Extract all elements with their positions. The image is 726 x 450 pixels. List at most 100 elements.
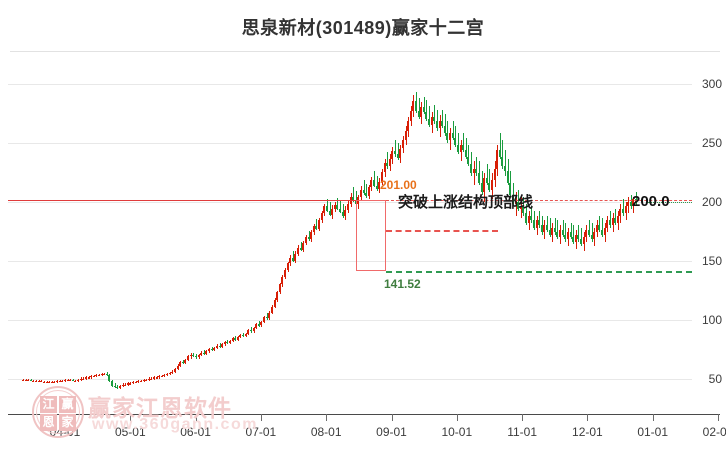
candle-body (202, 352, 205, 354)
candle-body (268, 312, 271, 319)
candle-body (189, 355, 192, 357)
candle-body (121, 384, 124, 386)
x-axis-tick-label: 11-01 (507, 425, 537, 439)
candle-body (111, 380, 114, 386)
candle-body (244, 333, 247, 337)
seal-char-1: 江 (40, 396, 57, 413)
candle-body (603, 227, 606, 235)
x-axis-tick-label: 12-01 (572, 425, 603, 439)
candle-body (417, 110, 420, 117)
candle-body (464, 149, 467, 157)
candle-body (443, 126, 446, 134)
candle-body (35, 380, 38, 383)
candle-body (467, 156, 470, 164)
candle-body (270, 306, 273, 313)
candle-body (509, 182, 512, 195)
candle-wick (327, 199, 328, 213)
candle-body (37, 380, 40, 383)
candle-body (611, 218, 614, 226)
upper-resistance-line-right (386, 200, 692, 202)
candle-body (354, 200, 357, 204)
candle-body (593, 232, 596, 240)
candle-body (24, 379, 27, 381)
candle-body (456, 144, 459, 153)
x-axis-tick (326, 414, 328, 421)
candle-wick (62, 379, 63, 383)
candle-body (352, 196, 355, 201)
candle-body (100, 373, 103, 376)
candle-body (252, 327, 255, 332)
candle-body (454, 137, 457, 145)
candle-wick (487, 163, 488, 186)
candle-body (82, 378, 85, 380)
x-axis-tick (456, 414, 458, 421)
candle-wick (555, 218, 556, 235)
gridline (8, 83, 692, 85)
candle-wick (151, 377, 152, 380)
candle-body (118, 385, 121, 389)
x-axis-tick (195, 414, 197, 421)
candle-body (559, 229, 562, 237)
candle-body (543, 225, 546, 233)
plot-area[interactable] (8, 60, 692, 414)
candle-body (425, 111, 428, 119)
candle-body (496, 149, 499, 169)
candle-body (388, 159, 391, 167)
candle-body (231, 338, 234, 341)
candle-body (616, 215, 619, 223)
candle-body (472, 168, 475, 174)
candle-wick (573, 225, 574, 245)
candle-body (394, 150, 397, 155)
candle-body (409, 110, 412, 122)
candle-body (291, 258, 294, 261)
candle-wick (75, 379, 76, 383)
candle-body (134, 382, 137, 384)
candle-wick (550, 218, 551, 237)
candle-body (430, 116, 433, 125)
candle-wick (455, 126, 456, 148)
gridline (8, 378, 692, 380)
candle-body (396, 154, 399, 158)
candle-wick (531, 206, 532, 223)
candle-body (525, 213, 528, 223)
candle-body (538, 220, 541, 226)
candle-body (294, 253, 297, 261)
candle-wick (353, 187, 354, 202)
candle-body (200, 352, 203, 355)
candle-wick (343, 203, 344, 219)
candle-body (569, 232, 572, 237)
candle-body (553, 227, 556, 233)
candle-body (276, 292, 279, 300)
candle-wick (458, 133, 459, 155)
candle-wick (466, 137, 467, 160)
candle-body (540, 225, 543, 233)
candle-body (375, 186, 378, 189)
candle-body (142, 379, 145, 381)
candle-body (519, 206, 522, 209)
candle-body (87, 377, 90, 379)
candle-body (176, 365, 179, 370)
candle-body (511, 194, 514, 204)
candle-wick (599, 215, 600, 233)
candle-body (412, 101, 415, 111)
x-axis-tick (130, 414, 132, 421)
candle-wick (589, 220, 590, 237)
candle-wick (337, 198, 338, 210)
gridline (8, 142, 692, 144)
candle-body (401, 140, 404, 149)
candle-body (498, 149, 501, 157)
candle-body (386, 162, 389, 167)
candle-body (66, 379, 69, 381)
candle-wick (316, 219, 317, 230)
candle-wick (162, 375, 163, 378)
candle-wick (424, 96, 425, 115)
candle-body (428, 119, 431, 125)
candle-body (113, 385, 116, 387)
candle-body (608, 220, 611, 226)
candle-wick (39, 379, 40, 383)
candle-body (365, 193, 368, 196)
x-axis-tick (260, 414, 262, 421)
candle-body (415, 101, 417, 111)
candle-body (527, 215, 530, 223)
